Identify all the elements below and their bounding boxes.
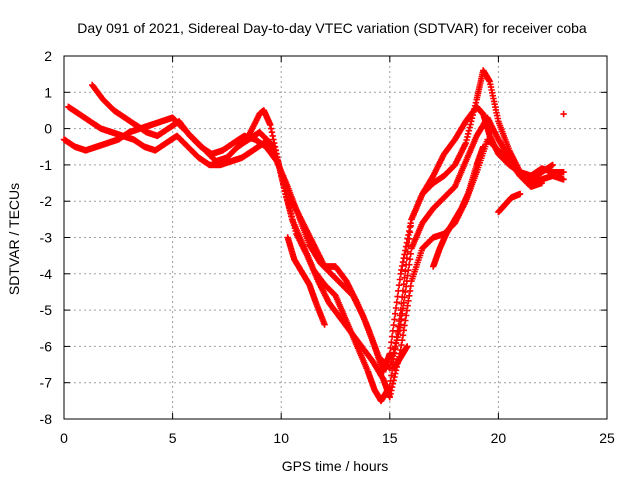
x-tick-label: 25 — [599, 430, 615, 446]
x-tick-label: 20 — [491, 430, 507, 446]
data-point-marker — [389, 380, 397, 387]
data-point-marker — [538, 179, 545, 187]
data-point-marker — [405, 297, 412, 304]
data-point-marker — [399, 305, 407, 312]
data-point-marker — [394, 293, 401, 300]
data-point-marker — [389, 327, 397, 334]
x-tick-label: 0 — [60, 430, 68, 446]
data-point-marker — [402, 283, 410, 290]
data-point-marker — [472, 99, 480, 106]
axis-ticks: 0 5 10 15 20 25 -8 -7 -6 -5 -4 -3 -2 -1 0 1 2 — [40, 48, 615, 446]
data-point-marker — [402, 288, 409, 296]
x-tick-label: 10 — [273, 430, 289, 446]
grid-lines — [64, 56, 607, 419]
data-point-marker — [393, 337, 400, 344]
data-point-marker — [404, 343, 411, 350]
y-tick-label: -1 — [40, 157, 53, 173]
data-point-marker — [469, 111, 476, 119]
data-point-marker — [405, 231, 412, 239]
data-point-marker — [462, 139, 469, 147]
data-point-marker — [396, 276, 404, 283]
data-point-marker — [398, 316, 405, 323]
data-point-marker — [393, 299, 400, 306]
data-point-marker — [560, 176, 567, 183]
y-tick-label: -3 — [40, 230, 53, 246]
data-point-marker — [406, 256, 414, 263]
data-point-marker — [549, 161, 556, 169]
data-point-marker — [560, 169, 567, 176]
data-point-marker — [404, 272, 411, 279]
data-point-marker — [392, 310, 399, 317]
y-tick-label: -4 — [40, 266, 53, 282]
data-point-marker — [395, 287, 402, 295]
y-tick-label: -5 — [40, 302, 53, 318]
y-tick-label: -6 — [40, 338, 53, 354]
data-point-marker — [402, 247, 409, 254]
data-point-marker — [267, 121, 274, 129]
data-points — [60, 67, 567, 405]
data-point-marker — [516, 190, 524, 198]
data-point-marker — [389, 352, 397, 359]
data-point-marker — [390, 321, 397, 329]
data-point-marker — [270, 136, 277, 143]
y-tick-label: 1 — [44, 84, 52, 100]
data-point-marker — [465, 127, 473, 134]
data-point-marker — [268, 129, 276, 136]
data-point-marker — [398, 266, 405, 274]
data-point-marker — [398, 341, 405, 349]
y-tick-label: -7 — [40, 375, 53, 391]
data-point-marker — [388, 339, 395, 346]
data-point-marker — [399, 310, 406, 317]
data-point-marker — [397, 321, 404, 328]
data-point-marker — [402, 268, 409, 275]
y-tick-label: 2 — [44, 48, 52, 64]
data-point-marker — [403, 277, 411, 285]
y-axis-label: SDTVAR / TECUs — [6, 183, 22, 295]
data-point-marker — [405, 267, 412, 274]
data-point-marker — [386, 394, 393, 401]
y-tick-label: -8 — [40, 411, 53, 427]
y-tick-label: -2 — [40, 193, 53, 209]
data-point-marker — [464, 130, 472, 137]
data-point-marker — [480, 143, 487, 150]
data-point-marker — [396, 324, 404, 331]
data-point-marker — [321, 321, 328, 328]
data-point-marker — [406, 261, 413, 268]
data-point-marker — [391, 316, 398, 323]
data-point-marker — [402, 317, 409, 324]
data-point-marker — [401, 294, 408, 301]
data-point-marker — [407, 250, 414, 257]
data-point-marker — [392, 304, 400, 312]
x-tick-label: 5 — [169, 430, 177, 446]
y-tick-label: 0 — [44, 121, 52, 137]
data-point-marker — [395, 330, 402, 338]
x-axis-label: GPS time / hours — [282, 458, 389, 474]
data-point-marker — [560, 110, 567, 118]
chart-title: Day 091 of 2021, Sidereal Day-to-day VTE… — [77, 20, 587, 36]
data-point-marker — [267, 125, 275, 132]
data-point-marker — [400, 299, 407, 306]
x-tick-label: 15 — [382, 430, 398, 446]
data-point-marker — [387, 344, 394, 352]
data-point-marker — [388, 333, 396, 340]
data-point-marker — [395, 282, 403, 289]
